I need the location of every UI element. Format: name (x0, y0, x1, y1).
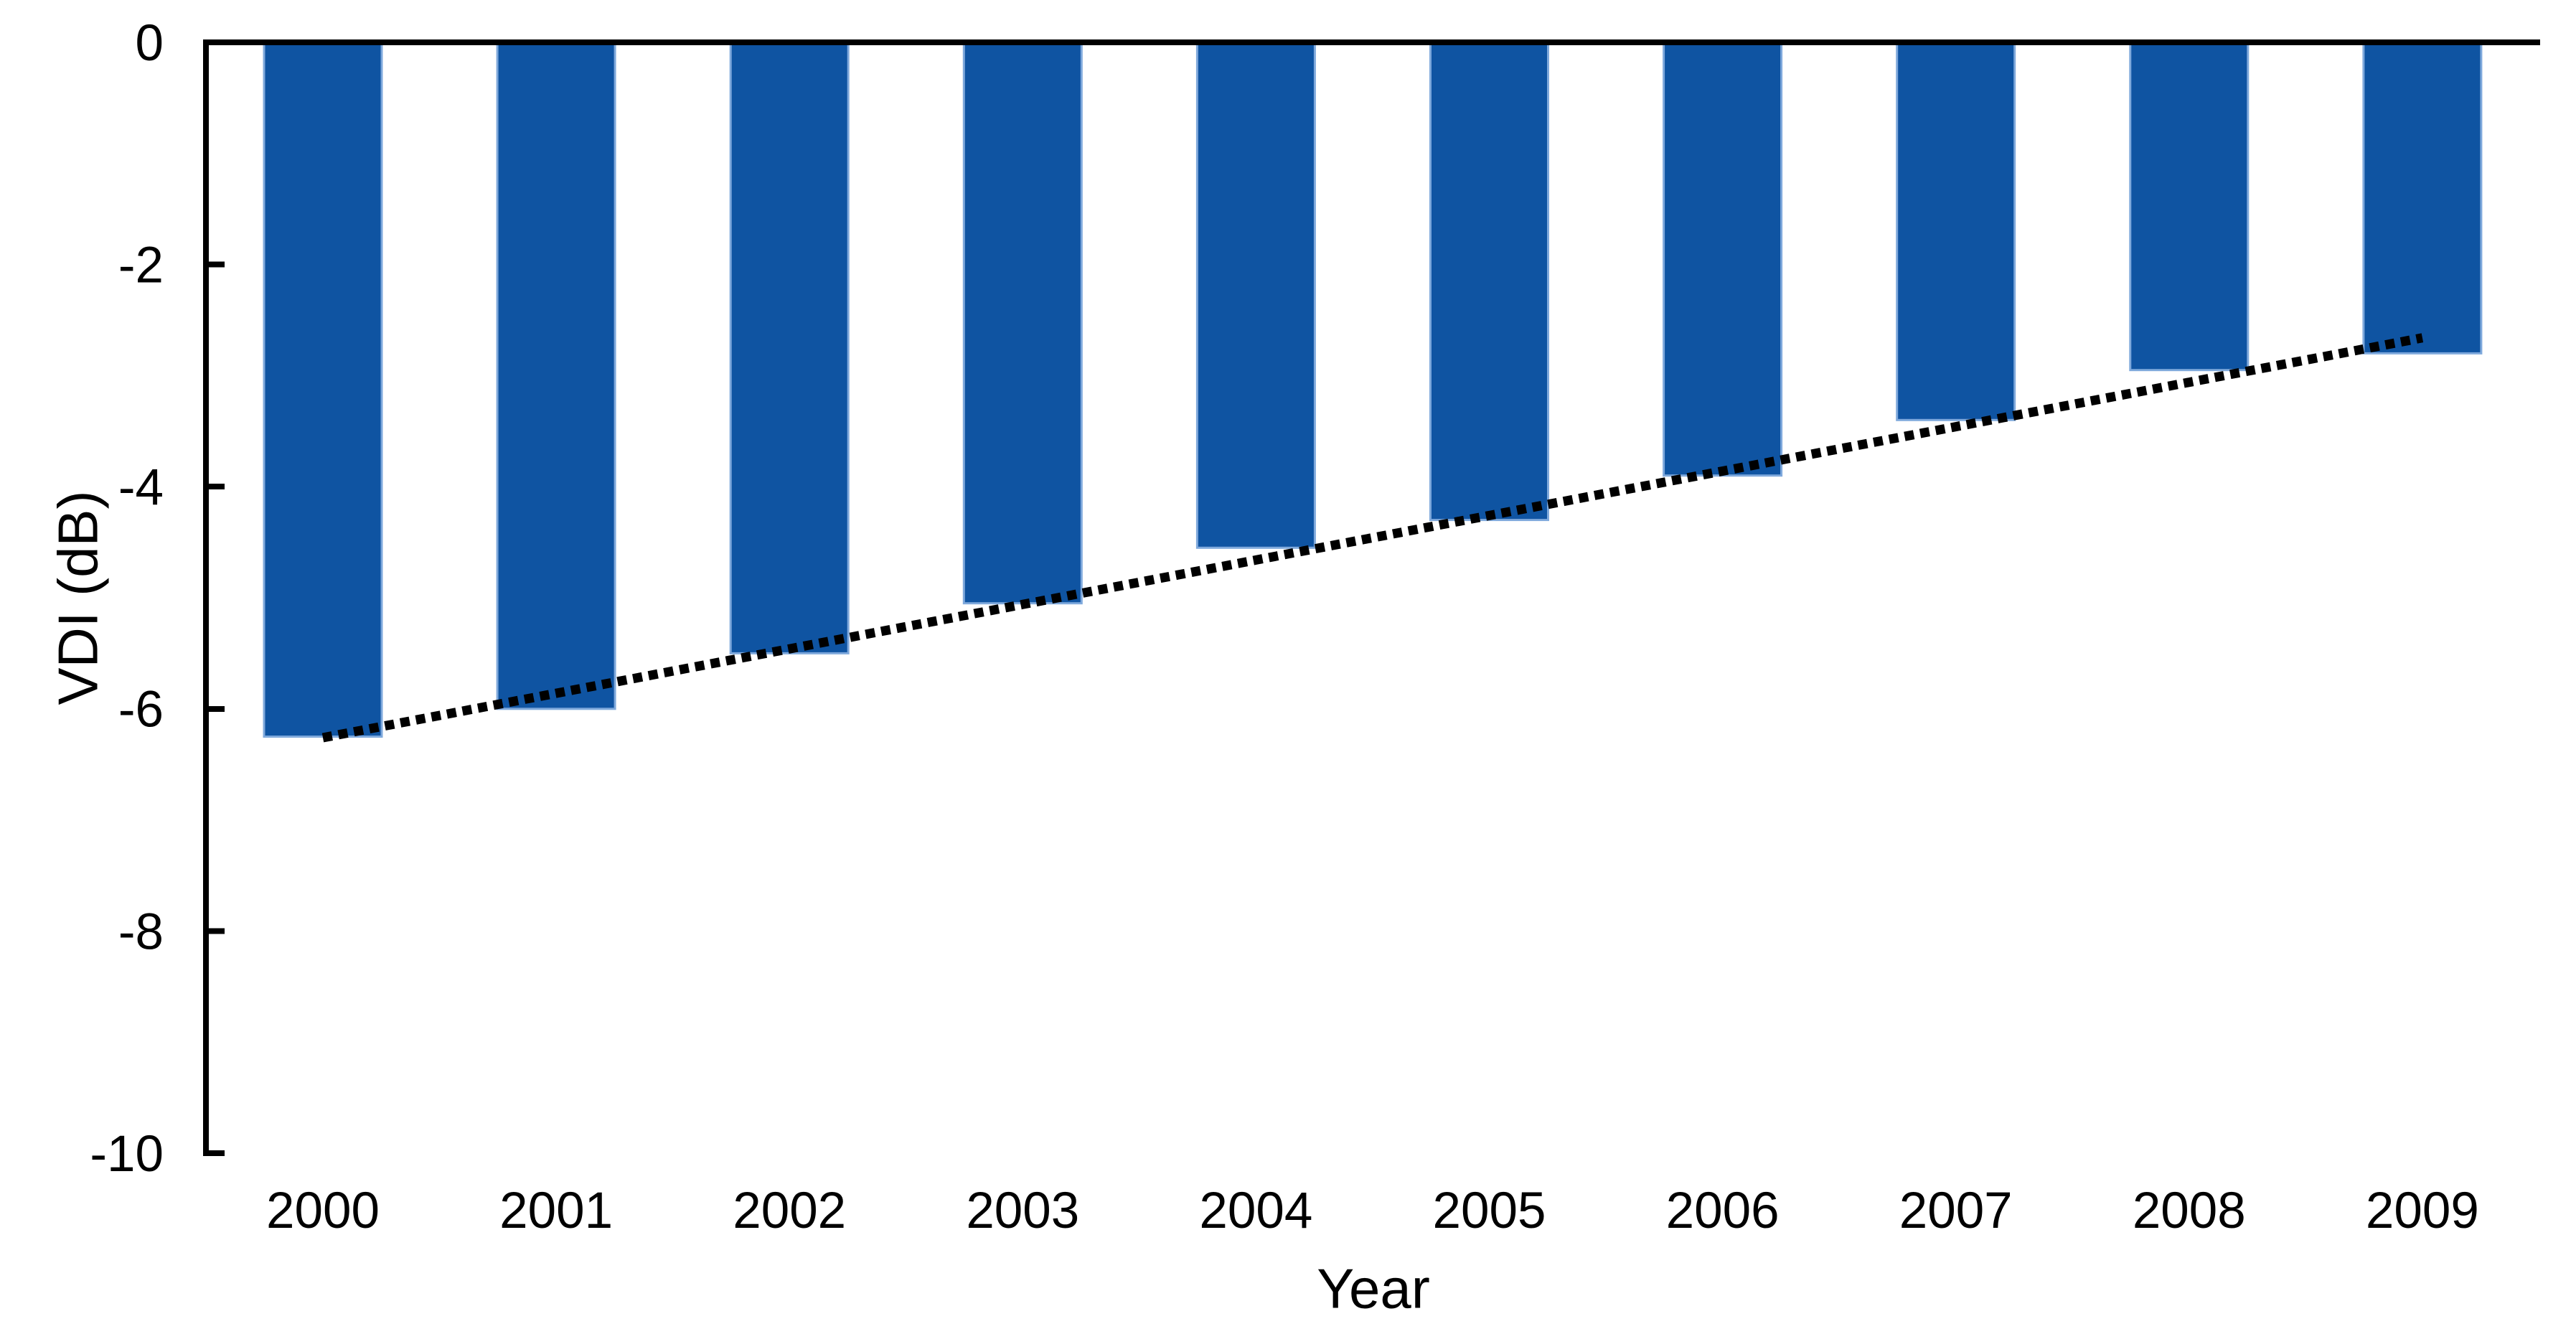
x-tick-label-2005: 2005 (1433, 1183, 1546, 1239)
x-tick-label-2006: 2006 (1666, 1183, 1780, 1239)
y-tick-label--4: -4 (118, 459, 164, 516)
bars-group (263, 41, 2483, 738)
bar-2001 (496, 41, 616, 710)
x-tick-label-2003: 2003 (966, 1183, 1079, 1239)
bar-2000 (263, 41, 383, 738)
bar-2002 (729, 41, 850, 654)
bar-2005 (1429, 41, 1549, 522)
x-tick-label-2004: 2004 (1199, 1183, 1312, 1239)
x-tick-label-2002: 2002 (733, 1183, 846, 1239)
trendline (321, 333, 2424, 743)
x-tick-label-2007: 2007 (1899, 1183, 2013, 1239)
bar-2007 (1896, 41, 2016, 421)
y-tick-label--8: -8 (118, 903, 164, 960)
bar-2009 (2362, 41, 2483, 354)
y-tick-label--10: -10 (90, 1126, 164, 1183)
x-tick-label-2008: 2008 (2133, 1183, 2246, 1239)
bar-2006 (1663, 41, 1783, 477)
trendline-group (321, 333, 2424, 743)
bar-2003 (962, 41, 1083, 605)
y-tick-label--6: -6 (118, 682, 164, 738)
y-tick-label-0: 0 (136, 15, 164, 72)
y-tick-label--2: -2 (118, 237, 164, 293)
x-tick-label-2000: 2000 (266, 1183, 380, 1239)
x-tick-label-2009: 2009 (2366, 1183, 2479, 1239)
axes-group (203, 39, 2540, 1156)
x-tick-label-2001: 2001 (499, 1183, 613, 1239)
y-axis-title: VDI (dB) (46, 490, 109, 705)
y-tick-labels-group: 0 -2 -4 -6 -8 -10 (90, 15, 164, 1183)
bar-2008 (2129, 41, 2250, 372)
bar-2004 (1195, 41, 1316, 549)
x-axis-title: Year (1317, 1257, 1430, 1320)
x-tick-labels-group: 2000 2001 2002 2003 2004 2005 2006 2007 2008 2009 (266, 1183, 2479, 1239)
